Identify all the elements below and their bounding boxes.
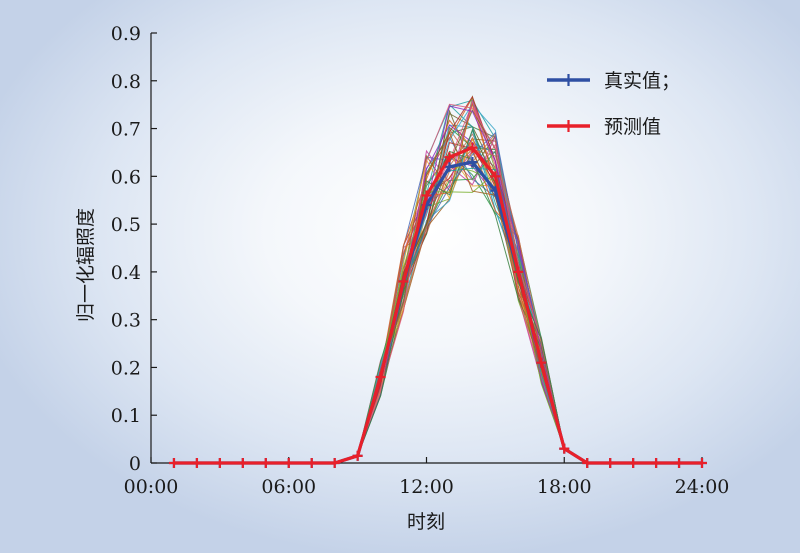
y-tick-label: 0.3 xyxy=(111,310,141,332)
y-axis-title: 归一化辐照度 xyxy=(75,208,97,322)
legend-label: 预测值 xyxy=(604,116,661,138)
y-tick-label: 0.8 xyxy=(111,71,141,93)
ensemble-line xyxy=(174,167,702,464)
ensemble-line xyxy=(174,149,702,464)
x-tick-label: 12:00 xyxy=(399,476,454,498)
ensemble-line xyxy=(174,102,702,464)
ensemble-line xyxy=(174,109,702,464)
y-tick-label: 0.1 xyxy=(111,405,141,427)
x-tick-label: 06:00 xyxy=(261,476,316,498)
ensemble-line xyxy=(174,171,702,464)
x-tick-label: 00:00 xyxy=(124,476,179,498)
ensemble-line xyxy=(174,141,702,464)
legend: 真实值； 预测值 xyxy=(547,70,680,138)
axes: 0 0.1 0.2 0.3 0.4 0.5 0.6 0.7 0.8 0.9 00:00 06:00 12… xyxy=(111,23,730,498)
ensemble-line xyxy=(174,95,702,464)
y-tick-label: 0.6 xyxy=(111,166,141,188)
x-axis-title: 时刻 xyxy=(407,511,445,533)
y-tick-label: 0.4 xyxy=(111,262,141,284)
ensemble-line xyxy=(174,149,702,464)
series-line xyxy=(174,146,702,465)
ensemble-lines xyxy=(174,95,702,464)
y-tick-label: 0.7 xyxy=(111,119,141,141)
ensemble-line xyxy=(174,95,702,464)
series-lines xyxy=(168,142,707,468)
ensemble-line xyxy=(174,105,702,464)
y-tick-label: 0.9 xyxy=(111,23,141,45)
y-tick-label: 0.5 xyxy=(111,214,141,236)
y-tick-label: 0.2 xyxy=(111,357,141,379)
ensemble-line xyxy=(174,142,702,464)
ensemble-line xyxy=(174,103,702,464)
x-tick-label: 24:00 xyxy=(675,476,730,498)
ensemble-line xyxy=(174,103,702,464)
x-tick-label: 18:00 xyxy=(537,476,592,498)
ensemble-line xyxy=(174,109,702,464)
legend-label: 真实值； xyxy=(604,70,680,92)
y-tick-label: 0 xyxy=(129,453,141,475)
